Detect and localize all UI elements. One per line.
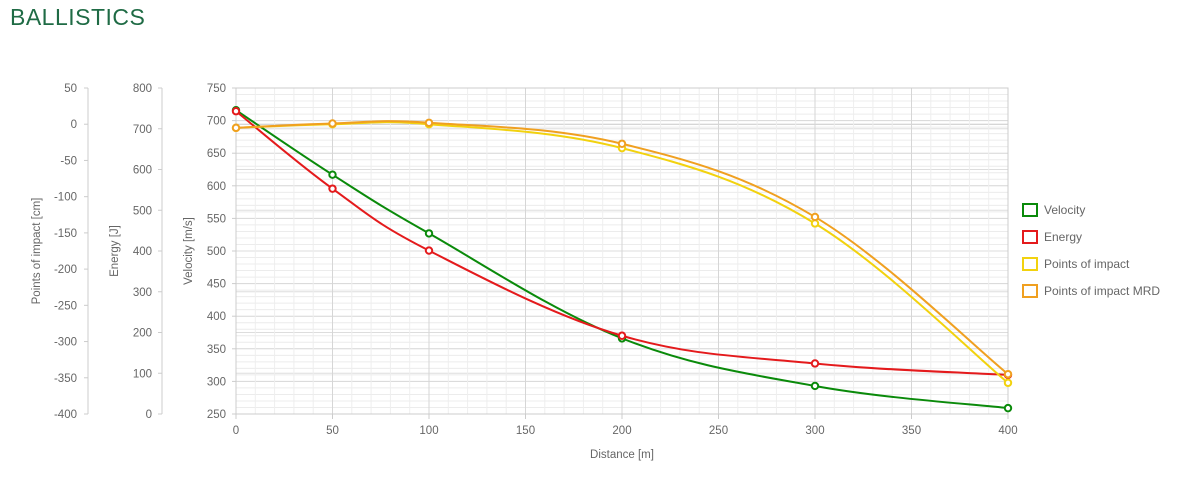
y-tick-label-velocity: 550 [207, 213, 226, 225]
y-tick-label-poi: -200 [54, 264, 77, 276]
y-tick-label-poi: -350 [54, 373, 77, 385]
x-tick-label: 200 [612, 425, 631, 437]
y-tick-label-energy: 500 [133, 205, 152, 217]
y-tick-label-energy: 600 [133, 165, 152, 177]
legend-label-points-of-impact: Points of impact [1044, 257, 1130, 271]
x-tick-label: 0 [233, 425, 239, 437]
data-point-points-of-impact-mrd [231, 123, 241, 133]
legend-swatch-energy [1022, 230, 1038, 244]
y-tick-label-energy: 800 [133, 83, 152, 95]
x-tick-label: 350 [902, 425, 921, 437]
y-tick-label-poi: -300 [54, 337, 77, 349]
x-tick-label: 300 [805, 425, 824, 437]
y-tick-label-poi: -150 [54, 228, 77, 240]
x-tick-label: 50 [326, 425, 339, 437]
legend-swatch-velocity [1022, 203, 1038, 217]
y-tick-label-velocity: 400 [207, 311, 226, 323]
legend-label-energy: Energy [1044, 230, 1082, 244]
data-point-energy [424, 246, 434, 255]
x-axis-title: Distance [m] [590, 449, 654, 461]
legend: Velocity Energy Points of impact Points of … [1022, 203, 1160, 298]
data-point-points-of-impact-mrd [1003, 369, 1013, 379]
data-point-energy [810, 359, 820, 368]
y-tick-label-poi: -50 [60, 155, 77, 167]
data-point-points-of-impact-mrd [424, 118, 434, 127]
y-tick-label-energy: 100 [133, 368, 152, 380]
x-tick-label: 100 [419, 425, 438, 437]
data-point-points-of-impact [1003, 378, 1013, 388]
y-tick-label-energy: 0 [146, 409, 152, 421]
y-axis-title-poi: Points of impact [cm] [31, 198, 43, 305]
y-tick-label-velocity: 350 [207, 344, 226, 356]
data-point-points-of-impact-mrd [617, 139, 627, 148]
data-point-points-of-impact [810, 219, 820, 228]
legend-swatch-points-of-impact [1022, 257, 1038, 271]
y-tick-label-energy: 200 [133, 328, 152, 340]
grid-layer [235, 87, 1009, 415]
y-tick-label-poi: 50 [64, 83, 77, 95]
x-tick-label: 400 [998, 425, 1017, 437]
legend-label-points-of-impact-mrd: Points of impact MRD [1044, 284, 1160, 298]
y-axis-title-velocity: Velocity [m/s] [183, 217, 195, 285]
data-point-energy [231, 107, 241, 116]
y-tick-label-velocity: 500 [207, 246, 226, 258]
y-tick-label-poi: -100 [54, 192, 77, 204]
y-tick-label-velocity: 650 [207, 148, 226, 160]
data-point-points-of-impact-mrd [328, 119, 337, 128]
y-tick-label-energy: 700 [133, 124, 152, 136]
data-point-points-of-impact-mrd [810, 212, 820, 222]
legend-label-velocity: Velocity [1044, 203, 1085, 217]
y-tick-label-velocity: 600 [207, 181, 226, 193]
series-layer [231, 105, 1013, 413]
y-tick-label-poi: 0 [71, 119, 77, 131]
y-axis-title-energy: Energy [J] [109, 225, 121, 277]
y-tick-label-velocity: 700 [207, 116, 226, 128]
data-point-velocity [328, 170, 337, 179]
data-point-velocity [424, 229, 434, 238]
data-point-velocity [810, 381, 820, 391]
data-point-energy [617, 331, 627, 340]
y-tick-label-poi: -250 [54, 300, 77, 312]
data-point-velocity [1003, 403, 1013, 413]
page-title: BALLISTICS [10, 4, 146, 30]
legend-swatch-points-of-impact-mrd [1022, 284, 1038, 298]
y-tick-label-energy: 300 [133, 287, 152, 299]
y-tick-label-velocity: 250 [207, 409, 226, 421]
data-point-energy [328, 184, 337, 193]
y-tick-label-velocity: 300 [207, 376, 226, 388]
x-tick-label: 250 [709, 425, 728, 437]
y-tick-label-velocity: 750 [207, 83, 226, 95]
x-tick-label: 150 [516, 425, 535, 437]
y-tick-label-energy: 400 [133, 246, 152, 258]
y-tick-label-poi: -400 [54, 409, 77, 421]
y-tick-label-velocity: 450 [207, 279, 226, 291]
